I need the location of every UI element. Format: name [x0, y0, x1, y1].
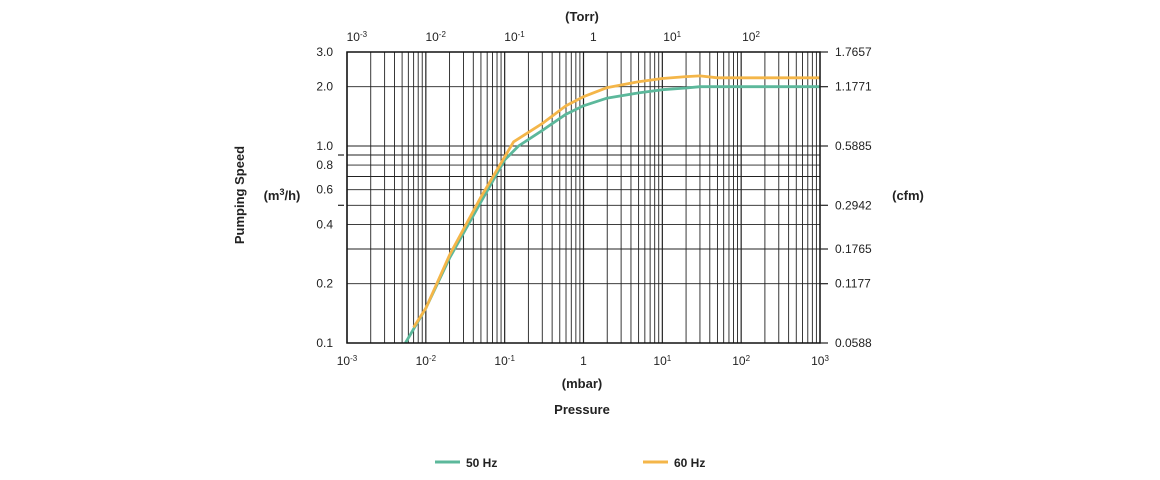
y-unit-sup: 3 [279, 187, 284, 197]
y-tick-label-right: 0.5885 [835, 139, 872, 153]
y-unit-rest: /h) [285, 188, 301, 203]
y-axis-title: Pumping Speed [232, 146, 247, 244]
x-tick-label-bottom: 102 [732, 354, 750, 369]
y-tick-label-right: 1.1771 [835, 80, 872, 94]
y-axis-unit: (m3/h) [264, 187, 301, 203]
y-tick-label-right: 0.0588 [835, 336, 872, 350]
tick-labels: 10-3 10-2 10-1 1 101 102 103 10-3 10-2 10-1 1 101 10… [316, 30, 872, 369]
y-tick-label-left: 0.6 [316, 183, 333, 197]
x-tick-label-bottom: 10-2 [416, 354, 437, 369]
series-line-60hz [412, 74, 820, 329]
y-tick-label-right: 0.1177 [835, 277, 871, 291]
y2-axis-unit: (cfm) [892, 188, 924, 203]
legend: 50 Hz 60 Hz [435, 456, 705, 470]
y-tick-label-left: 2.0 [316, 80, 333, 94]
legend-label-50hz: 50 Hz [466, 456, 497, 470]
legend-label-60hz: 60 Hz [674, 456, 705, 470]
y-tick-label-right: 1.7657 [835, 45, 872, 59]
series-lines [404, 74, 820, 344]
bottom-axis-unit: (mbar) [562, 376, 602, 391]
y-tick-label-left: 0.2 [316, 277, 333, 291]
grid [346, 51, 820, 344]
y-unit-base: (m [264, 188, 280, 203]
x-tick-label-top: 102 [742, 30, 760, 45]
y-tick-label-left: 0.4 [316, 217, 333, 231]
y-tick-label-left: 3.0 [316, 45, 333, 59]
x-tick-label-top: 10-2 [425, 30, 446, 45]
x-tick-label-top: 10-3 [347, 30, 368, 45]
series-line-50hz [404, 85, 820, 344]
x-tick-label-bottom: 10-3 [337, 354, 358, 369]
x-tick-label-bottom: 1 [580, 354, 587, 368]
plot-frame [346, 51, 821, 344]
x-tick-label-bottom: 103 [811, 354, 829, 369]
x-tick-label-top: 10-1 [504, 30, 525, 45]
x-tick-label-top: 1 [590, 30, 597, 44]
y-tick-label-right: 0.2942 [835, 198, 872, 212]
y-tick-label-left: 0.1 [316, 336, 333, 350]
y-tick-label-left: 0.8 [316, 158, 333, 172]
x-tick-label-bottom: 101 [653, 354, 671, 369]
top-axis-unit: (Torr) [565, 9, 599, 24]
x-tick-label-bottom: 10-1 [494, 354, 515, 369]
y-tick-label-left: 1.0 [316, 139, 333, 153]
x-axis-title: Pressure [554, 402, 610, 417]
y-tick-label-right: 0.1765 [835, 242, 872, 256]
x-tick-label-top: 101 [663, 30, 681, 45]
